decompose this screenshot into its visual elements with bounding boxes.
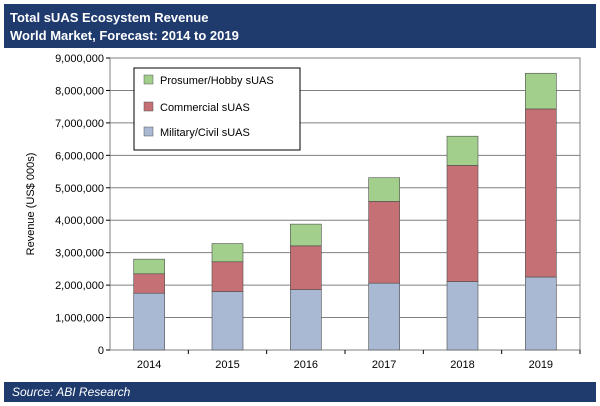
y-tick-label: 1,000,000 [55,313,104,325]
bar-commercial-2015 [211,261,244,292]
legend-box [133,67,301,151]
bar-commercial-2016 [290,245,322,290]
bar-commercial-2018 [446,165,479,282]
x-tick-label: 2014 [137,359,161,371]
bar-military-2014 [133,292,165,351]
y-axis-ticks: 0 1,000,000 2,000,000 3,000,000 4,000,000 5,0… [55,53,110,357]
y-axis-label: Revenue (US$ 000s) [25,153,37,256]
bar-prosumer-2015 [211,243,244,263]
y-tick-label: 3,000,000 [55,248,104,260]
y-tick-label: 9,000,000 [55,53,104,65]
chart-subtitle: World Market, Forecast: 2014 to 2019 [10,28,239,43]
legend-swatch-prosumer [143,74,154,85]
y-tick-label: 5,000,000 [55,183,104,195]
legend-label-military: Military/Civil sUAS [160,127,250,139]
bar-prosumer-2019 [525,72,557,110]
legend-swatch-commercial [143,101,154,112]
chart-header: Total sUAS Ecosystem Revenue World Marke… [4,4,596,48]
bar-prosumer-2017 [368,177,400,202]
legend-label-prosumer: Prosumer/Hobby sUAS [160,75,274,87]
source-note: Source: ABI Research [12,385,131,399]
bar-commercial-2017 [368,201,400,284]
y-tick-label: 4,000,000 [55,215,104,227]
x-tick-label: 2019 [529,359,553,371]
bar-military-2016 [290,289,322,351]
bar-prosumer-2018 [446,135,479,166]
bar-military-2017 [368,282,400,351]
y-tick-label: 0 [98,345,104,357]
x-axis-ticks: 2014 2015 2016 2017 2018 2019 [137,350,581,371]
bar-prosumer-2014 [133,258,165,275]
bar-commercial-2019 [525,108,557,278]
y-tick-label: 6,000,000 [55,150,104,162]
chart-footer: Source: ABI Research [4,382,596,402]
x-tick-label: 2017 [372,359,396,371]
legend: Prosumer/Hobby sUAS Commercial sUAS Mili… [133,67,301,151]
bar-military-2018 [446,281,479,351]
y-tick-label: 2,000,000 [55,280,104,292]
x-tick-label: 2018 [450,359,474,371]
x-tick-label: 2015 [215,359,239,371]
bar-prosumer-2016 [290,223,322,247]
bar-military-2019 [525,276,557,351]
bar-military-2015 [211,291,244,351]
legend-swatch-military [143,126,154,137]
bars [133,72,557,351]
chart-title: Total sUAS Ecosystem Revenue [10,10,209,25]
x-tick-label: 2016 [294,359,318,371]
legend-label-commercial: Commercial sUAS [160,102,250,114]
y-tick-label: 7,000,000 [55,118,104,130]
bar-commercial-2014 [133,273,165,294]
y-tick-label: 8,000,000 [55,85,104,97]
